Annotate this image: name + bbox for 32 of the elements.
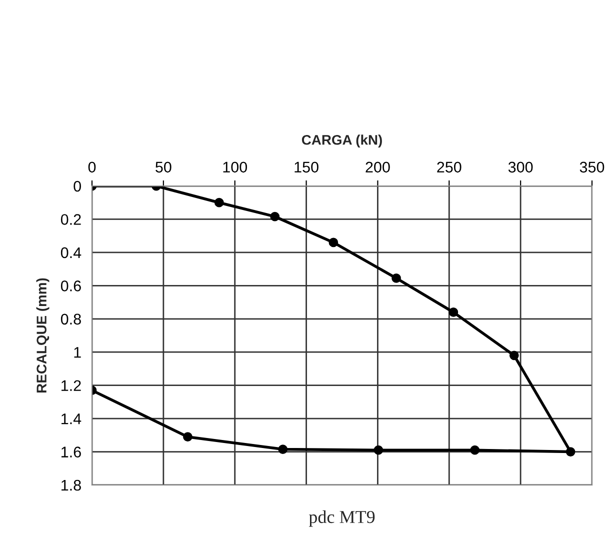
x-tick-label: 350 bbox=[580, 162, 604, 173]
y-tick-label: 0.6 bbox=[60, 280, 81, 292]
x-tick-label: 0 bbox=[88, 162, 96, 173]
y-tick-label: 0.2 bbox=[60, 214, 81, 225]
point bbox=[270, 212, 280, 222]
point bbox=[392, 274, 401, 283]
x-tick-label: 300 bbox=[508, 162, 533, 173]
x-tick-label: 50 bbox=[156, 162, 172, 173]
point bbox=[448, 308, 458, 317]
y-tick-label: 1.2 bbox=[62, 380, 81, 391]
x-tick-label: 150 bbox=[294, 162, 318, 173]
x-tick-label: 250 bbox=[437, 162, 462, 173]
x-axis-title: CARGA (kN) bbox=[302, 134, 382, 148]
y-tick-label: 1.6 bbox=[62, 446, 81, 458]
point bbox=[183, 432, 192, 442]
y-tick-label: 0.8 bbox=[60, 314, 81, 325]
point bbox=[509, 350, 519, 360]
point bbox=[328, 238, 338, 248]
point bbox=[470, 445, 480, 455]
x-tick-label: 100 bbox=[223, 162, 248, 173]
y-tick-label: 0.4 bbox=[60, 247, 82, 258]
point bbox=[278, 444, 288, 454]
y-tick-label: 1.8 bbox=[62, 480, 81, 491]
point bbox=[374, 445, 384, 455]
point bbox=[214, 198, 224, 208]
y-tick-label: 1.4 bbox=[62, 414, 82, 424]
y-tick-label: 1 bbox=[74, 347, 81, 358]
y-tick-label: 0 bbox=[74, 180, 81, 192]
text: pdc MT9 bbox=[308, 510, 375, 527]
x-tick-label: 200 bbox=[366, 162, 390, 173]
point bbox=[566, 447, 576, 456]
y-axis-title: RECALQUE (mm) bbox=[36, 278, 50, 392]
